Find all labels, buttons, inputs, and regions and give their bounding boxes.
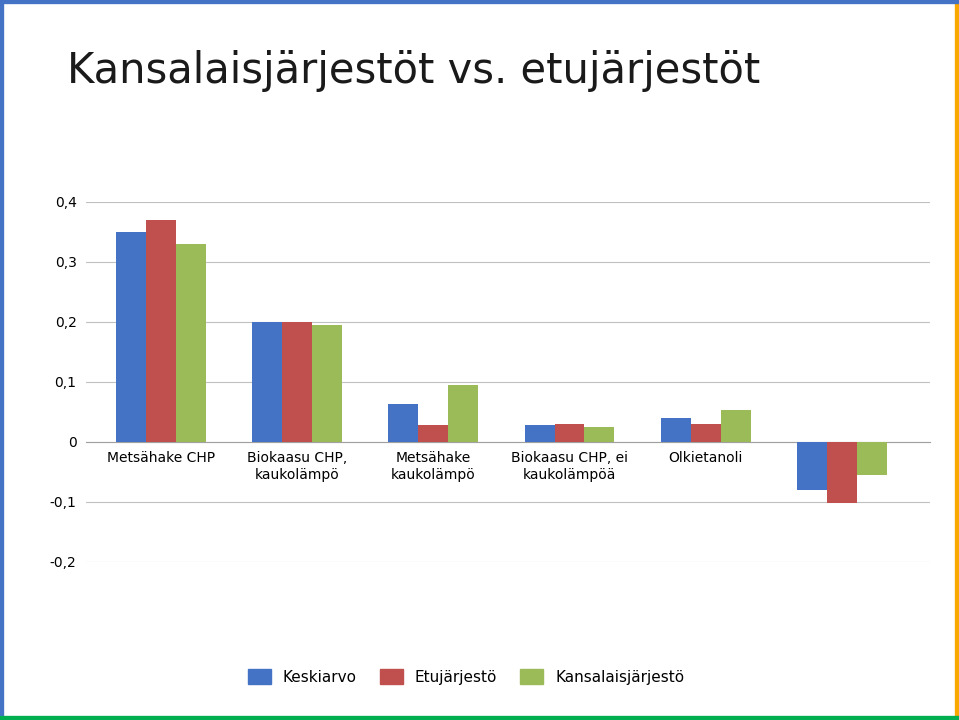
Bar	[661, 418, 690, 441]
Bar	[116, 232, 146, 441]
Bar	[554, 423, 584, 441]
Bar	[584, 426, 615, 441]
Bar	[252, 322, 282, 441]
Text: Kansalaisjärjestöt vs. etujärjestöt: Kansalaisjärjestöt vs. etujärjestöt	[67, 50, 760, 92]
Bar	[720, 410, 751, 441]
Bar	[827, 441, 856, 503]
Bar	[146, 220, 176, 441]
Bar	[176, 243, 206, 441]
Bar	[282, 322, 313, 441]
Bar	[690, 423, 720, 441]
Bar	[856, 441, 887, 474]
Bar	[388, 404, 418, 441]
Bar	[418, 426, 449, 441]
Bar	[797, 441, 827, 490]
Bar	[449, 384, 479, 441]
Bar	[525, 426, 554, 441]
Bar	[313, 325, 342, 441]
Legend: Keskiarvo, Etujärjestö, Kansalaisjärjestö: Keskiarvo, Etujärjestö, Kansalaisjärjest…	[242, 662, 690, 690]
